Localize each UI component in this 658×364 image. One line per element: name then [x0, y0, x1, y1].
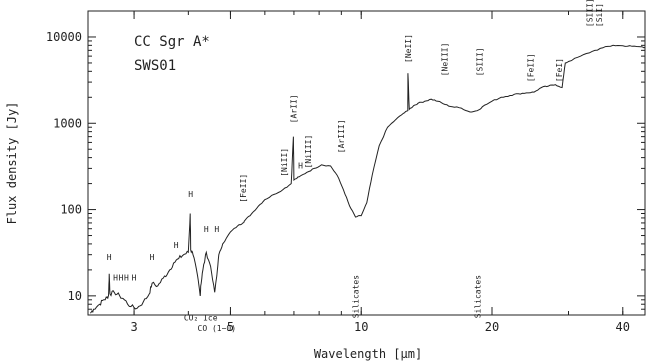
- annotation-label: Silicates: [352, 275, 361, 319]
- annotation-label: CO₂ Ice: [184, 313, 218, 322]
- annotation-label: [ArIII]: [337, 119, 346, 153]
- annotation-label: [FeII]: [526, 53, 535, 82]
- y-tick-label: 1000: [53, 116, 82, 130]
- x-tick-label: 10: [354, 320, 368, 334]
- annotation-label: [NeIII]: [441, 43, 450, 77]
- annotation-label: [ArII]: [289, 94, 298, 123]
- x-tick-label: 20: [485, 320, 499, 334]
- annotation-label: [SIII]: [475, 47, 484, 76]
- x-tick-label: 3: [130, 320, 137, 334]
- x-tick-label: 5: [227, 320, 234, 334]
- chart-title: CC Sgr A*: [134, 34, 210, 50]
- annotation-label: H: [132, 274, 137, 283]
- annotation-label: [SIII]: [585, 0, 594, 27]
- annotation-label: H: [150, 253, 155, 262]
- annotation-label: H: [107, 253, 112, 262]
- plot-frame: [87, 10, 646, 316]
- annotation-label: H: [214, 225, 219, 234]
- spectrum-line: [90, 44, 646, 314]
- annotation-label: [FeII]: [239, 174, 248, 203]
- annotation-label: [NiIII]: [304, 135, 313, 169]
- y-tick-label: 100: [60, 203, 82, 217]
- annotation-label: H: [119, 274, 124, 283]
- x-tick-label: 40: [616, 320, 630, 334]
- chart-subtitle: SWS01: [134, 58, 176, 74]
- annotation-label: H: [174, 241, 179, 250]
- axis-ticks: 3 5 10 20 40 10 100 1000 10000: [46, 10, 645, 334]
- annotation-label: [SiI]: [595, 3, 604, 27]
- annotation-label: H: [124, 274, 129, 283]
- annotation-label: H: [298, 161, 303, 170]
- annotation-label: H: [113, 274, 118, 283]
- annotation-label: [FeI]: [555, 58, 564, 82]
- annotation-label: [NeII]: [404, 34, 413, 63]
- annotation-label: CO (1−0): [198, 324, 237, 333]
- annotation-label: Silicates: [473, 275, 482, 319]
- y-tick-label: 10000: [46, 30, 82, 44]
- y-axis-label: Flux density [Jy]: [5, 102, 19, 225]
- annotation-label: H: [188, 190, 193, 199]
- annotation-label: [NiII]: [280, 148, 289, 177]
- x-axis-label: Wavelength [μm]: [314, 347, 422, 361]
- annotation-label: H: [204, 225, 209, 234]
- y-tick-label: 10: [68, 289, 82, 303]
